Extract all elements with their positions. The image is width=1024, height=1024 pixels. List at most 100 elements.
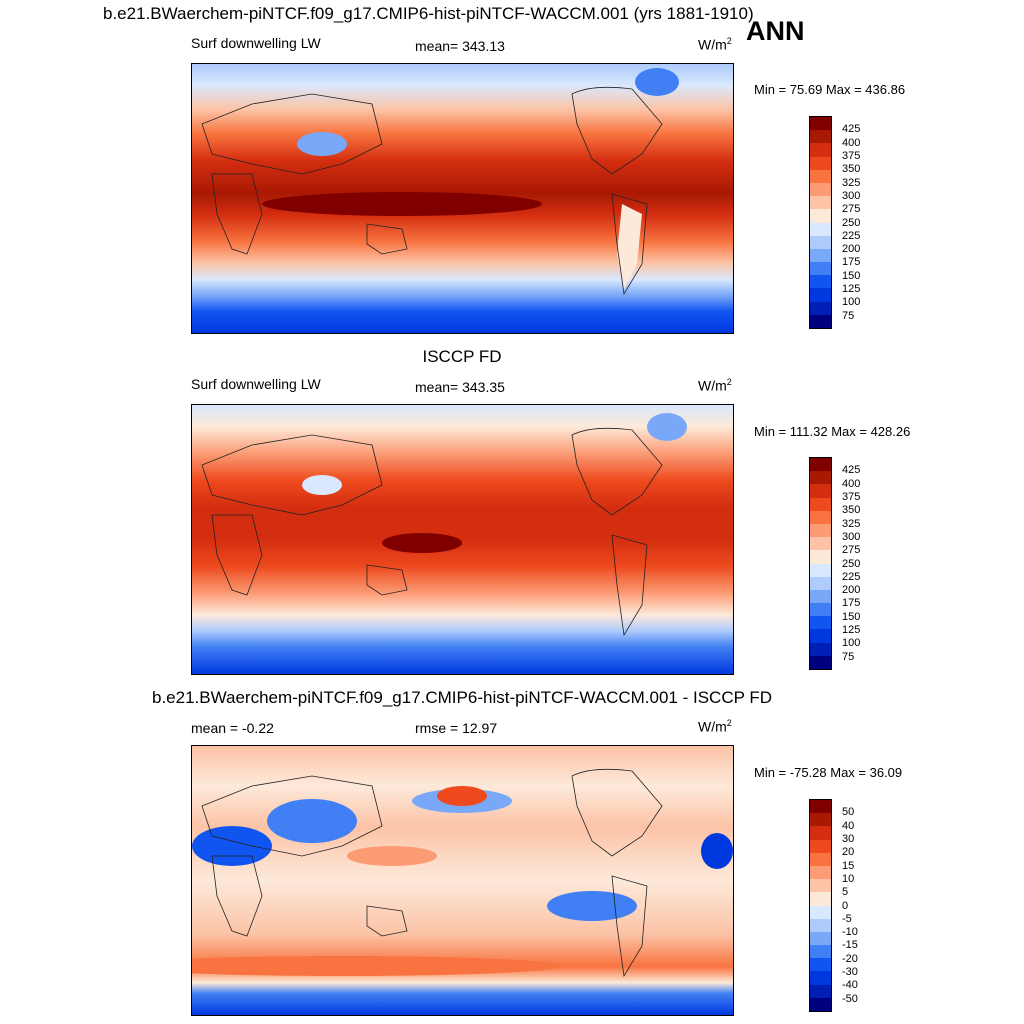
colorbar-tick-label: 30 [842,832,855,845]
season-label: ANN [746,16,805,46]
panel1-units-power: 2 [726,36,732,46]
panel2-minmax: Min = 111.32 Max = 428.26 [754,424,911,439]
panel1-variable-label: Surf downwelling LW [191,35,321,51]
colorbar-tick-label: 325 [842,517,861,530]
panel2-variable-label: Surf downwelling LW [191,376,321,392]
panel2-tibet [302,475,342,495]
panel2-field [192,405,733,674]
colorbar-tick-label: 125 [842,283,861,296]
colorbar-tick-label: 350 [842,504,861,517]
colorbar-tick-label: 425 [842,464,861,477]
colorbar-tick-label: 375 [842,149,861,162]
panel2-subtitle: ISCCP FD [422,347,502,366]
colorbar-swatch [810,905,831,919]
colorbar-swatch [810,235,831,249]
panel1-map-svg [192,64,733,333]
colorbar-tick-label: 300 [842,189,861,202]
panel1-mean-label: mean= 343.13 [415,38,505,54]
colorbar-swatch [810,813,831,827]
colorbar-tick-label: 100 [842,296,861,309]
panel3-pos-anom-npac [437,786,487,806]
colorbar-swatch [810,471,831,485]
panel3-minmax: Min = -75.28 Max = 36.09 [754,765,903,780]
panel3-neg-anom-spac [547,891,637,921]
colorbar-tick-label: 125 [842,624,861,637]
colorbar-tick-label: 175 [842,597,861,610]
figure-title: b.e21.BWaerchem-piNTCF.f09_g17.CMIP6-his… [103,4,754,23]
colorbar-tick-label: 20 [842,846,855,859]
panel2-warm-pool [382,533,462,553]
colorbar-tick-label: -30 [842,966,858,979]
colorbar-tick-label: 400 [842,477,861,490]
colorbar-swatch [810,865,831,880]
panel3-units-base: W/m [698,718,727,735]
colorbar-swatch [810,642,831,656]
colorbar-swatch [810,879,831,893]
panel3-neg-anom-west [192,826,272,866]
panel2-greenland [647,413,687,441]
colorbar-tick-label: 250 [842,557,861,570]
colorbar-swatch [810,169,831,183]
colorbar-swatch [810,839,831,853]
colorbar-tick-label: 225 [842,229,861,242]
colorbar-tick-label: 225 [842,570,861,583]
colorbar-tick-label: 400 [842,136,861,149]
panel1-colorbar [809,116,832,329]
panel3-coastlines [201,768,663,978]
panel1-map [191,63,734,334]
panel3-units-power: 2 [726,718,732,728]
colorbar-tick-label: 5 [842,886,849,899]
panel2-mean-label: mean= 343.35 [415,379,505,395]
colorbar-swatch [810,931,831,946]
colorbar-tick-label: -20 [842,952,858,965]
colorbar-swatch [810,800,831,814]
colorbar-tick-label: 100 [842,637,861,650]
panel3-map-svg [192,746,733,1015]
colorbar-tick-label: 10 [842,872,855,885]
colorbar-swatch [810,497,831,511]
colorbar-tick-label: -5 [842,912,852,925]
colorbar-tick-label: 75 [842,650,855,663]
colorbar-swatch [810,997,831,1011]
panel3-rmse-label: rmse = 12.97 [415,720,498,736]
panel1-andes [617,204,642,289]
panel1-greenland [635,68,679,96]
panel1-units: W/m2 [698,36,732,53]
panel3-mean-label: mean = -0.22 [191,720,274,736]
colorbar-swatch [810,182,831,197]
panel2-colorbar [809,457,832,670]
colorbar-swatch [810,262,831,276]
colorbar-tick-label: -10 [842,926,858,939]
colorbar-tick-label: 275 [842,203,861,216]
colorbar-swatch [810,984,831,998]
panel2-map-svg [192,405,733,674]
colorbar-swatch [810,209,831,223]
colorbar-swatch [810,288,831,302]
colorbar-swatch [810,156,831,170]
colorbar-swatch [810,945,831,959]
colorbar-swatch [810,852,831,866]
panel3-map [191,745,734,1016]
panel3-neg-anom-east [701,833,733,869]
colorbar-tick-label: -15 [842,939,858,952]
colorbar-tick-label: 325 [842,176,861,189]
panel2-map [191,404,734,675]
colorbar-swatch [810,222,831,236]
panel2-units: W/m2 [698,377,732,394]
colorbar-tick-label: 50 [842,806,855,819]
colorbar-tick-label: 15 [842,859,855,872]
colorbar-swatch [810,458,831,472]
colorbar-swatch [810,275,831,289]
panel1-coastlines [201,86,663,296]
colorbar-swatch [810,314,831,328]
colorbar-swatch [810,589,831,604]
colorbar-tick-label: 0 [842,899,849,912]
colorbar-swatch [810,603,831,617]
panel3-units: W/m2 [698,718,732,735]
colorbar-tick-label: 300 [842,530,861,543]
colorbar-swatch [810,143,831,157]
colorbar-tick-label: 40 [842,819,855,832]
panel3-neg-anom-asia [267,799,357,843]
colorbar-swatch [810,484,831,498]
colorbar-tick-label: 250 [842,216,861,229]
